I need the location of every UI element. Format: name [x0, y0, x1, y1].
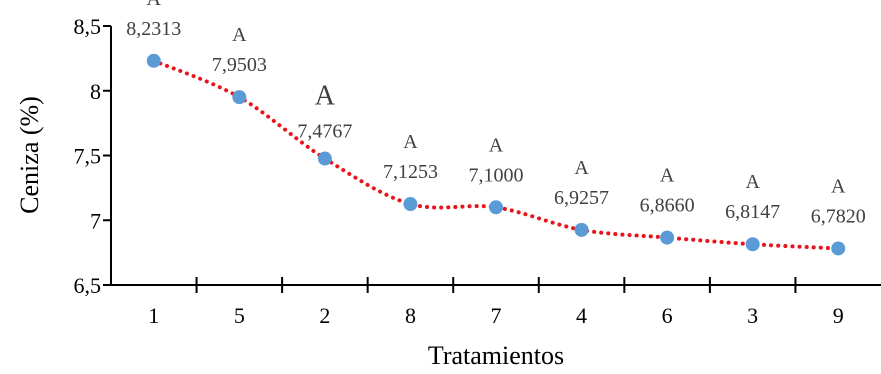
group-letter-label: A: [831, 175, 846, 197]
data-value-label: 7,1253: [383, 161, 438, 183]
data-point: [317, 151, 332, 166]
data-point: [574, 222, 589, 237]
group-letter-label: A: [403, 131, 418, 153]
x-tick-label: 2: [319, 303, 330, 328]
data-point: [146, 53, 161, 68]
data-points: [146, 53, 846, 256]
x-tick-label: 5: [234, 303, 245, 328]
data-point: [403, 197, 418, 212]
data-value-label: 7,1000: [469, 164, 524, 186]
group-letter-label: A: [745, 171, 760, 193]
x-tick-label: 3: [747, 303, 758, 328]
y-axis-title: Ceniza (%): [15, 96, 44, 214]
group-letter-label: A: [147, 0, 162, 10]
y-tick-label: 7,5: [74, 144, 102, 169]
y-tick-label: 8,5: [74, 14, 102, 39]
x-ticks: 1 5 2 8 7 4 6 3 9: [148, 277, 844, 328]
group-letter-label: A: [660, 165, 675, 187]
data-value-label: 8,2313: [126, 18, 181, 40]
x-tick-label: 8: [405, 303, 416, 328]
x-axis-title: Tratamientos: [428, 341, 564, 370]
x-tick-label: 6: [662, 303, 673, 328]
y-tick-label: 6,5: [74, 273, 102, 298]
x-tick-label: 7: [491, 303, 502, 328]
y-tick-label: 7: [90, 208, 101, 233]
x-tick-label: 9: [833, 303, 844, 328]
data-point: [660, 230, 675, 245]
data-labels: A 8,2313 A 7,9503 A 7,4767 A 7,1253 A 7,1000 A 6,92…: [126, 0, 865, 227]
data-value-label: 7,4767: [297, 121, 352, 143]
group-letter-label: A: [315, 81, 336, 112]
data-value-label: 7,9503: [212, 54, 267, 76]
x-tick-label: 1: [148, 303, 159, 328]
data-value-label: 6,7820: [811, 205, 866, 227]
y-ticks: 6,5 7 7,5 8 8,5: [74, 14, 111, 298]
data-point: [232, 90, 247, 105]
y-tick-label: 8: [90, 79, 101, 104]
data-value-label: 6,9257: [554, 187, 609, 209]
data-point: [745, 237, 760, 252]
data-point: [489, 200, 503, 215]
data-point: [831, 241, 846, 256]
group-letter-label: A: [489, 134, 504, 156]
group-letter-label: A: [574, 157, 589, 179]
data-value-label: 6,8660: [640, 195, 695, 217]
group-letter-label: A: [232, 24, 247, 46]
data-value-label: 6,8147: [725, 201, 780, 223]
x-tick-label: 4: [576, 303, 587, 328]
